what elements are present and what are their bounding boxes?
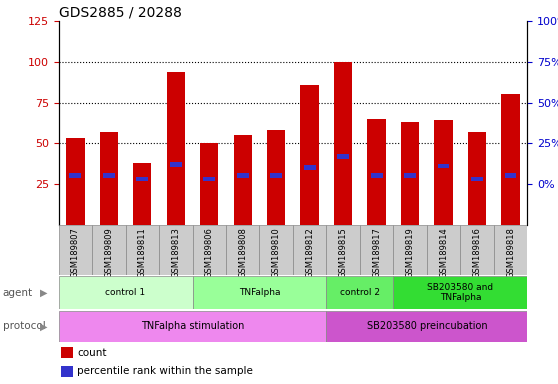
- Bar: [401, 122, 420, 225]
- Bar: [59, 225, 92, 275]
- Bar: [59, 311, 326, 342]
- Text: TNFalpha stimulation: TNFalpha stimulation: [141, 321, 244, 331]
- Bar: [371, 173, 382, 178]
- Bar: [66, 138, 85, 225]
- Text: GSM189812: GSM189812: [305, 227, 314, 278]
- Text: TNFalpha: TNFalpha: [239, 288, 280, 297]
- Bar: [337, 154, 349, 159]
- Text: control 1: control 1: [105, 288, 146, 297]
- Text: GSM189808: GSM189808: [238, 227, 247, 278]
- Bar: [193, 276, 326, 309]
- Text: GSM189817: GSM189817: [372, 227, 381, 278]
- Bar: [437, 164, 449, 169]
- Text: GSM189811: GSM189811: [138, 227, 147, 278]
- Text: GSM189810: GSM189810: [272, 227, 281, 278]
- Text: GSM189807: GSM189807: [71, 227, 80, 278]
- Bar: [200, 143, 219, 225]
- Text: ▶: ▶: [40, 288, 47, 298]
- Bar: [133, 163, 152, 225]
- Text: GSM189814: GSM189814: [439, 227, 448, 278]
- Text: agent: agent: [3, 288, 33, 298]
- Bar: [270, 173, 282, 178]
- Bar: [360, 225, 393, 275]
- Text: GSM189806: GSM189806: [205, 227, 214, 278]
- Bar: [293, 225, 326, 275]
- Bar: [471, 177, 483, 182]
- Bar: [326, 276, 393, 309]
- Bar: [136, 177, 148, 182]
- Bar: [259, 225, 293, 275]
- Bar: [204, 177, 215, 182]
- Text: GSM189819: GSM189819: [406, 227, 415, 278]
- Text: GSM189818: GSM189818: [506, 227, 515, 278]
- Bar: [159, 225, 193, 275]
- Bar: [326, 311, 527, 342]
- Bar: [61, 347, 73, 358]
- Text: GSM189809: GSM189809: [104, 227, 113, 278]
- Bar: [404, 173, 416, 178]
- Bar: [61, 366, 73, 376]
- Bar: [393, 225, 427, 275]
- Text: percentile rank within the sample: percentile rank within the sample: [78, 366, 253, 376]
- Text: protocol: protocol: [3, 321, 46, 331]
- Bar: [501, 94, 519, 225]
- Bar: [300, 84, 319, 225]
- Bar: [166, 71, 185, 225]
- Bar: [267, 130, 285, 225]
- Bar: [233, 135, 252, 225]
- Bar: [494, 225, 527, 275]
- Bar: [460, 225, 494, 275]
- Bar: [393, 276, 527, 309]
- Text: GSM189816: GSM189816: [473, 227, 482, 278]
- Bar: [326, 225, 360, 275]
- Bar: [237, 173, 248, 178]
- Text: GDS2885 / 20288: GDS2885 / 20288: [59, 6, 181, 20]
- Text: GSM189815: GSM189815: [339, 227, 348, 278]
- Text: GSM189813: GSM189813: [171, 227, 180, 278]
- Bar: [92, 225, 126, 275]
- Bar: [226, 225, 259, 275]
- Bar: [69, 173, 81, 178]
- Bar: [99, 132, 118, 225]
- Bar: [334, 62, 353, 225]
- Bar: [170, 162, 181, 167]
- Bar: [103, 173, 115, 178]
- Bar: [304, 165, 315, 170]
- Bar: [504, 173, 516, 178]
- Text: ▶: ▶: [40, 321, 47, 331]
- Bar: [468, 132, 486, 225]
- Bar: [193, 225, 226, 275]
- Text: SB203580 and
TNFalpha: SB203580 and TNFalpha: [427, 283, 493, 303]
- Bar: [434, 121, 453, 225]
- Text: control 2: control 2: [340, 288, 380, 297]
- Text: count: count: [78, 348, 107, 358]
- Bar: [427, 225, 460, 275]
- Bar: [126, 225, 159, 275]
- Bar: [59, 276, 193, 309]
- Text: SB203580 preincubation: SB203580 preincubation: [367, 321, 487, 331]
- Bar: [367, 119, 386, 225]
